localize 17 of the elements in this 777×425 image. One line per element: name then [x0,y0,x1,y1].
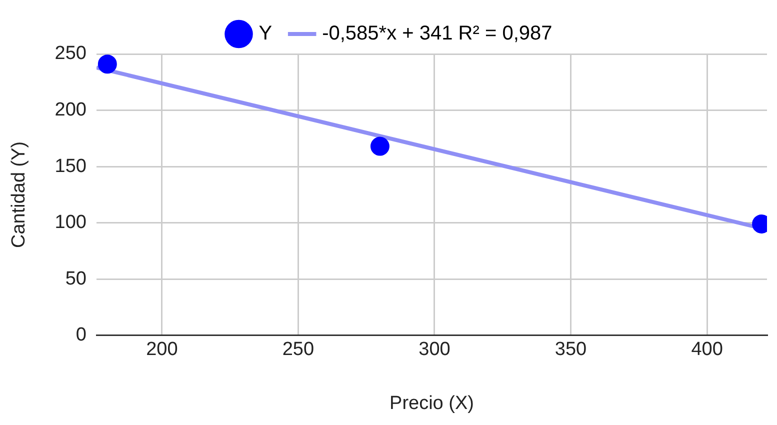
x-tick-label: 200 [146,339,178,360]
y-tick-label: 250 [54,43,86,64]
x-tick-label: 400 [691,339,723,360]
x-axis-title: Precio (X) [390,392,474,414]
x-tick-label: 300 [418,339,450,360]
x-tick-label: 250 [282,339,314,360]
point [98,54,117,74]
y-tick-label: 0 [76,324,86,346]
legend-label: -0,585*x + 341 R² = 0,987 [322,22,552,45]
point [370,136,390,156]
y-axis-title: Cantidad (Y) [8,141,30,248]
legend-label: Y [258,22,272,45]
y-tick-label: 150 [54,156,86,177]
y-tick-label: 200 [54,100,86,121]
y-tick-label: 100 [54,212,86,234]
x-tick-label: 350 [554,339,587,360]
y-tick-label: 50 [65,268,86,290]
